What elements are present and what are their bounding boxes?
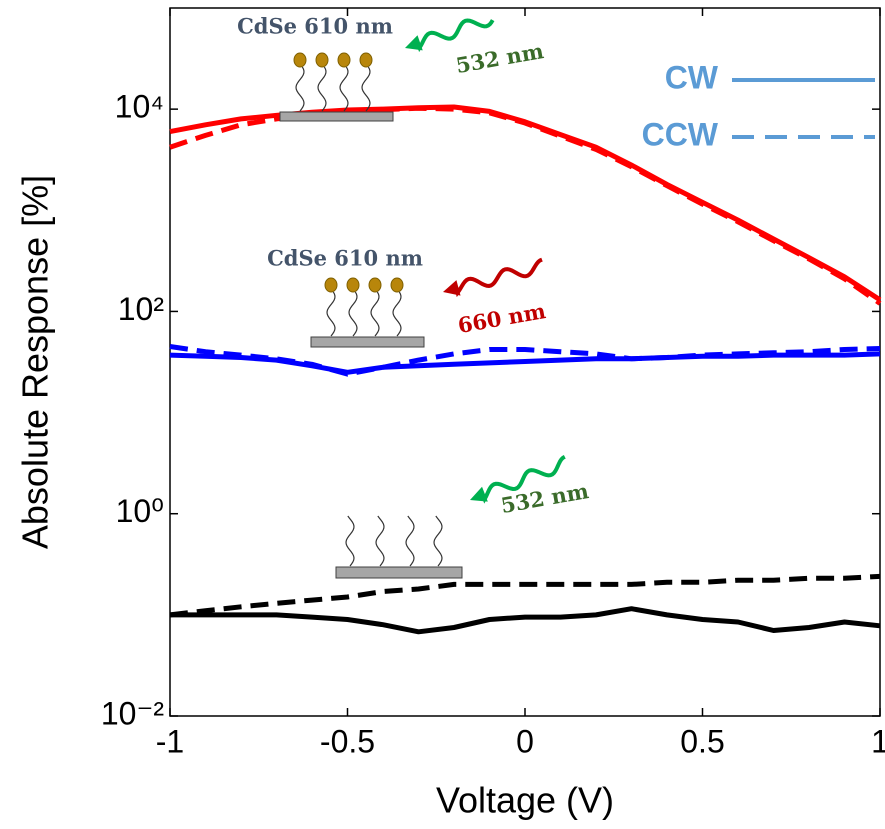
x-tick-label: -0.5 [320, 723, 375, 759]
annotation: 660 nm [456, 298, 548, 338]
light-arrowhead [443, 280, 461, 296]
ligand [345, 515, 355, 567]
ligand [348, 291, 358, 337]
light-wave [481, 455, 566, 504]
annotation: 532 nm [454, 38, 546, 78]
x-tick-label: 0.5 [680, 723, 724, 759]
nanocrystal [368, 277, 382, 293]
annotation: CdSe 610 nm [237, 14, 393, 39]
y-tick-label: 10⁰ [116, 493, 164, 529]
plot-layer: -1 -0.5 0 0.5 1 10⁻² 10⁰ 10² 10⁴ CW CCW [101, 7, 885, 759]
illustration [279, 18, 566, 579]
ligand [295, 66, 305, 112]
light-wave [416, 18, 495, 53]
nanocrystal [324, 277, 338, 293]
ligand [375, 515, 385, 567]
x-axis-title: Voltage (V) [436, 780, 614, 821]
light-arrowhead [470, 486, 488, 502]
y-axis-title: Absolute Response [%] [15, 175, 56, 549]
nanocrystal [359, 52, 373, 68]
ligand [339, 66, 349, 112]
ligand [433, 515, 443, 567]
x-tick-label: -1 [156, 723, 184, 759]
annotation: CdSe 610 nm [267, 246, 423, 271]
series-line [169, 351, 881, 375]
series-line [170, 606, 881, 635]
annotation: 532 nm [499, 478, 591, 518]
y-tick-label: 10² [118, 291, 165, 327]
ligand [361, 66, 371, 112]
substrate [335, 566, 463, 579]
nanocrystal [346, 277, 360, 293]
legend-label: CCW [642, 116, 719, 152]
light-wave [454, 257, 543, 298]
series-line [169, 344, 881, 377]
nanocrystal [315, 52, 329, 68]
substrate [279, 111, 394, 122]
light-arrowhead [405, 35, 423, 51]
nanocrystal [293, 52, 307, 68]
ligand [405, 515, 415, 567]
x-tick-label: 0 [516, 723, 534, 759]
ligand [317, 66, 327, 112]
nanocrystal [390, 277, 404, 293]
ligand [326, 291, 336, 337]
ligand [370, 291, 380, 337]
substrate [310, 336, 425, 348]
series-line [169, 573, 881, 618]
y-tick-label: 10⁴ [115, 89, 164, 125]
ligand [392, 291, 402, 337]
legend-label: CW [665, 59, 719, 95]
nanocrystal [337, 52, 351, 68]
x-tick-label: 1 [871, 723, 885, 759]
y-tick-label: 10⁻² [101, 695, 164, 731]
